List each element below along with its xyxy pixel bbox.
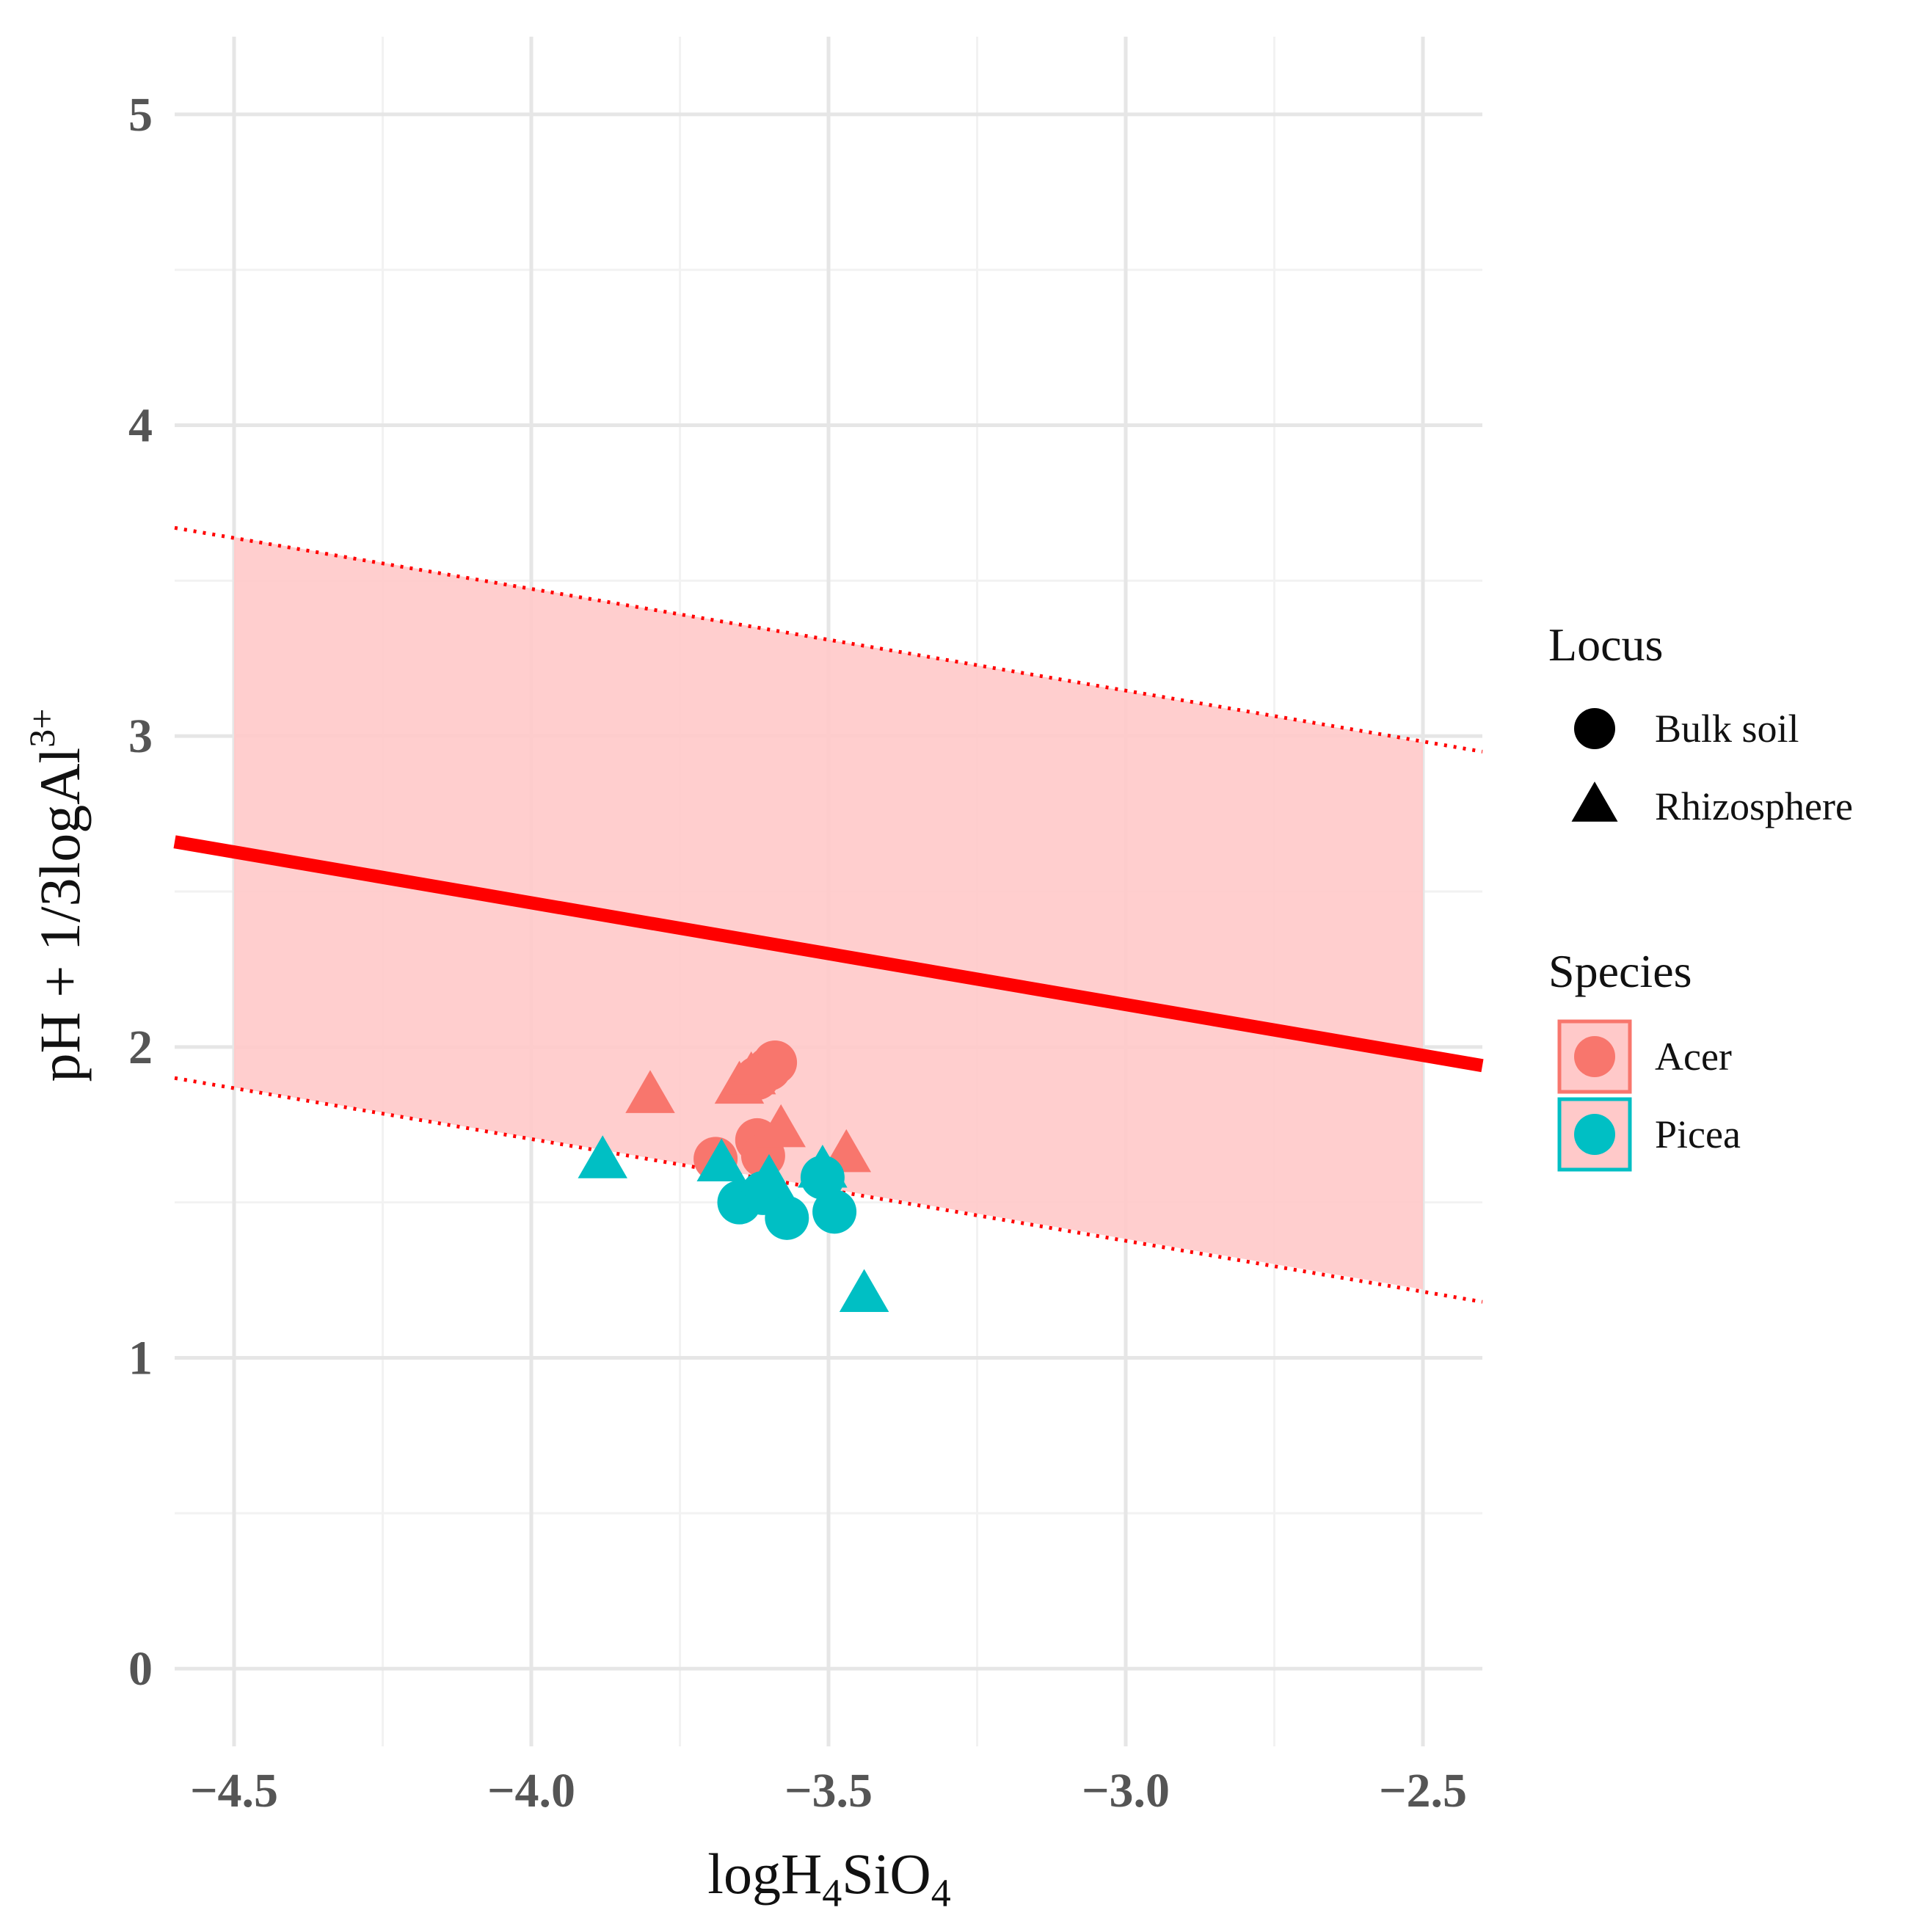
x-tick-label: −4.5 xyxy=(190,1764,278,1818)
x-axis-title-main: logH xyxy=(707,1842,822,1906)
picea-rhizosphere-point xyxy=(839,1269,889,1312)
legend-label-bulk-soil: Bulk soil xyxy=(1655,707,1799,751)
x-axis-title-mid: SiO xyxy=(842,1842,931,1906)
x-axis-title: logH4SiO4 xyxy=(707,1842,950,1915)
legend: Locus Bulk soil Rhizosphere Species Acer Pice… xyxy=(1548,619,1853,1172)
axis-ticks: −4.5 −4.0 −3.5 −3.0 −2.5 0 1 2 3 4 5 xyxy=(128,88,1467,1818)
x-tick-label: −4.0 xyxy=(487,1764,575,1818)
y-tick-label: 1 xyxy=(128,1331,153,1385)
acer-bulk-soil-point xyxy=(753,1040,798,1085)
y-tick-label: 2 xyxy=(128,1021,153,1074)
picea-bulk-soil-point xyxy=(812,1189,857,1234)
y-tick-label: 0 xyxy=(128,1642,153,1696)
band-area xyxy=(234,537,1423,1290)
y-axis-title-sup: 3+ xyxy=(21,709,62,748)
x-tick-label: −2.5 xyxy=(1379,1764,1467,1818)
upper-bound-line xyxy=(174,525,1483,754)
x-axis-title-sub1: 4 xyxy=(822,1871,842,1915)
acer-rhizosphere-point xyxy=(726,1051,776,1095)
legend-key-dot-acer xyxy=(1574,1036,1615,1077)
x-tick-label: −3.5 xyxy=(784,1764,873,1818)
legend-label-acer: Acer xyxy=(1655,1035,1732,1079)
reference-lines xyxy=(173,525,1484,1304)
legend-title-locus: Locus xyxy=(1548,619,1663,671)
legend-label-rhizosphere: Rhizosphere xyxy=(1655,784,1853,828)
acer-rhizosphere-point xyxy=(756,1104,806,1148)
legend-key-dot-picea xyxy=(1574,1114,1615,1155)
lower-bound-line xyxy=(174,1076,1483,1304)
confidence-band xyxy=(234,537,1423,1290)
y-axis-title-main: pH + 1/3logAl xyxy=(28,748,92,1082)
legend-key-triangle xyxy=(1571,781,1618,822)
reference-line xyxy=(173,835,1484,1073)
y-tick-label: 4 xyxy=(128,399,153,453)
legend-label-picea: Picea xyxy=(1655,1112,1741,1156)
legend-key-circle xyxy=(1574,708,1615,749)
picea-rhizosphere-point xyxy=(578,1135,627,1178)
acer-rhizosphere-point xyxy=(625,1070,675,1113)
y-tick-label: 5 xyxy=(128,88,153,142)
y-tick-label: 3 xyxy=(128,710,153,763)
picea-rhizosphere-point xyxy=(798,1145,848,1188)
data-points xyxy=(578,1040,889,1312)
legend-title-species: Species xyxy=(1548,945,1692,997)
picea-bulk-soil-point xyxy=(765,1195,809,1240)
picea-rhizosphere-point xyxy=(696,1138,746,1182)
picea-rhizosphere-point xyxy=(744,1153,794,1198)
y-axis-title: pH + 1/3logAl3+ xyxy=(21,709,92,1082)
x-axis-title-sub2: 4 xyxy=(931,1871,951,1915)
x-tick-label: −3.0 xyxy=(1082,1764,1170,1818)
